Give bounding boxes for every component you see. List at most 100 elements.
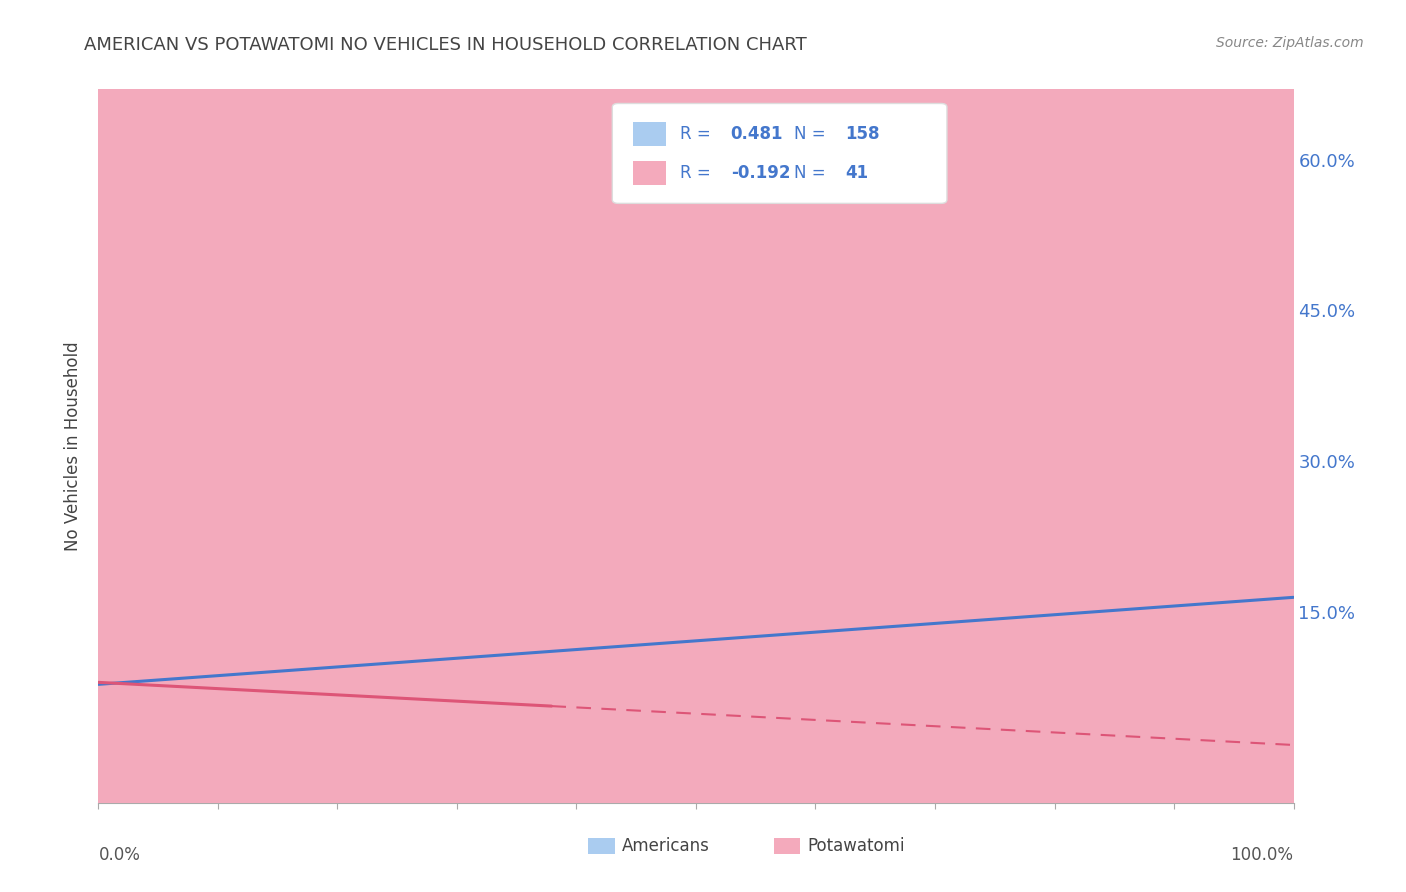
Point xyxy=(934,562,956,576)
Point xyxy=(392,747,415,762)
Text: Potawatomi: Potawatomi xyxy=(807,837,904,855)
Point xyxy=(266,691,288,706)
Point xyxy=(1201,599,1223,613)
Point xyxy=(131,665,153,680)
Point xyxy=(321,692,343,706)
Point xyxy=(240,733,263,747)
Point xyxy=(97,566,120,581)
Point xyxy=(1194,554,1216,568)
Point xyxy=(274,654,297,668)
Point xyxy=(201,583,224,598)
Point xyxy=(174,666,197,681)
Point xyxy=(208,657,231,671)
Point xyxy=(125,681,148,696)
Point xyxy=(841,604,863,618)
Point xyxy=(821,641,844,656)
Point xyxy=(522,690,544,705)
Point xyxy=(737,704,759,718)
Text: -0.192: -0.192 xyxy=(731,164,790,182)
Text: R =: R = xyxy=(681,125,717,143)
Point xyxy=(617,683,640,698)
Point xyxy=(596,613,619,627)
Point xyxy=(366,600,388,615)
Point xyxy=(204,733,226,747)
Point xyxy=(294,161,316,175)
Text: AMERICAN VS POTAWATOMI NO VEHICLES IN HOUSEHOLD CORRELATION CHART: AMERICAN VS POTAWATOMI NO VEHICLES IN HO… xyxy=(84,36,807,54)
Point xyxy=(134,666,156,681)
Point xyxy=(527,657,550,672)
Point xyxy=(676,646,699,660)
Point xyxy=(211,756,233,770)
Point xyxy=(845,541,868,556)
Point xyxy=(860,707,883,722)
Point xyxy=(801,665,824,680)
Point xyxy=(877,750,900,764)
Point xyxy=(758,505,780,519)
Point xyxy=(104,712,127,726)
Point xyxy=(582,750,605,764)
Text: 0.0%: 0.0% xyxy=(98,846,141,863)
Point xyxy=(837,723,859,738)
Point xyxy=(711,596,734,610)
Text: N =: N = xyxy=(794,164,831,182)
Point xyxy=(583,285,606,299)
Point xyxy=(558,701,581,715)
Point xyxy=(1274,183,1296,197)
Point xyxy=(1057,711,1080,725)
Point xyxy=(464,582,486,597)
Point xyxy=(1257,656,1279,670)
Text: 0.481: 0.481 xyxy=(731,125,783,143)
Point xyxy=(1173,597,1195,611)
Point xyxy=(416,704,439,718)
Point xyxy=(263,754,285,768)
Point xyxy=(180,613,202,627)
Point xyxy=(752,651,775,665)
Text: 100.0%: 100.0% xyxy=(1230,846,1294,863)
Point xyxy=(953,617,976,632)
Point xyxy=(143,756,166,770)
Point xyxy=(682,710,704,724)
Point xyxy=(673,624,696,638)
Point xyxy=(810,617,832,632)
Point xyxy=(636,284,658,298)
Point xyxy=(1053,692,1076,706)
Text: R =: R = xyxy=(681,164,717,182)
Point xyxy=(673,709,696,723)
Point xyxy=(852,665,875,680)
Point xyxy=(319,655,342,669)
Point xyxy=(405,731,427,745)
Point xyxy=(103,624,125,639)
Point xyxy=(101,756,124,770)
Point xyxy=(287,617,309,632)
Point xyxy=(571,683,593,698)
Point xyxy=(427,620,450,634)
Text: N =: N = xyxy=(794,125,831,143)
Point xyxy=(304,641,326,656)
Point xyxy=(169,756,191,770)
FancyBboxPatch shape xyxy=(773,838,800,855)
Point xyxy=(153,660,176,674)
Point xyxy=(1267,649,1289,664)
Point xyxy=(326,667,349,681)
Point xyxy=(111,647,134,661)
Text: 158: 158 xyxy=(845,125,880,143)
Point xyxy=(950,609,973,624)
Point xyxy=(87,644,110,658)
Point xyxy=(1249,662,1271,676)
Point xyxy=(711,739,734,753)
Point xyxy=(554,640,576,655)
Point xyxy=(494,676,516,690)
FancyBboxPatch shape xyxy=(589,838,614,855)
Point xyxy=(530,704,553,718)
Point xyxy=(1132,681,1154,695)
Point xyxy=(846,707,869,722)
Point xyxy=(1142,637,1164,651)
Point xyxy=(170,715,193,730)
Point xyxy=(425,754,447,768)
Point xyxy=(219,649,242,664)
Point xyxy=(91,670,114,684)
Point xyxy=(371,608,394,623)
Point xyxy=(489,756,512,770)
Point xyxy=(761,610,783,624)
Point xyxy=(122,732,145,747)
